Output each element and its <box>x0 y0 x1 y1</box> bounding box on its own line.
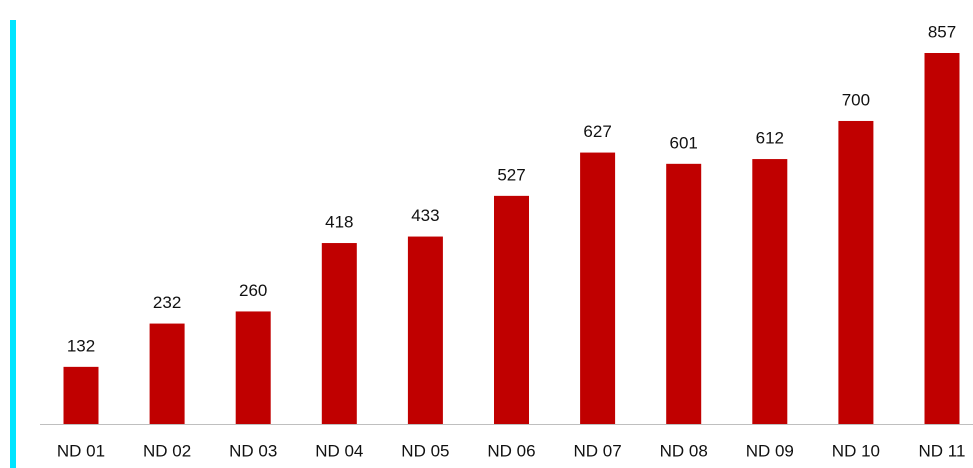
x-tick-label: ND 05 <box>401 441 449 460</box>
bar <box>580 152 616 424</box>
accent-bar <box>10 20 16 468</box>
value-label: 527 <box>497 165 525 184</box>
bar <box>752 159 788 425</box>
value-label: 132 <box>67 336 95 355</box>
value-label: 857 <box>928 22 956 41</box>
x-tick-label: ND 08 <box>660 441 708 460</box>
value-label: 418 <box>325 213 353 232</box>
x-tick-label: ND 10 <box>832 441 880 460</box>
x-tick-label: ND 06 <box>487 441 535 460</box>
value-label: 260 <box>239 281 267 300</box>
bar <box>235 311 271 424</box>
value-label: 601 <box>670 133 698 152</box>
value-label: 433 <box>411 206 439 225</box>
bar <box>924 53 960 424</box>
value-label: 612 <box>756 129 784 148</box>
x-tick-label: ND 03 <box>229 441 277 460</box>
bar <box>63 366 99 424</box>
bar <box>321 243 357 424</box>
bar <box>407 236 443 424</box>
bar <box>494 195 529 424</box>
x-tick-label: ND 07 <box>574 441 622 460</box>
value-label: 627 <box>583 122 611 141</box>
bar <box>838 120 874 425</box>
value-label: 232 <box>153 293 181 312</box>
bar <box>666 163 702 425</box>
x-tick-label: ND 09 <box>746 441 794 460</box>
x-tick-label: ND 02 <box>143 441 191 460</box>
value-label: 700 <box>842 90 870 109</box>
x-tick-label: ND 01 <box>57 441 105 460</box>
x-tick-label: ND 04 <box>315 441 363 460</box>
x-tick-label: ND 11 <box>919 441 966 460</box>
bar <box>149 323 185 424</box>
